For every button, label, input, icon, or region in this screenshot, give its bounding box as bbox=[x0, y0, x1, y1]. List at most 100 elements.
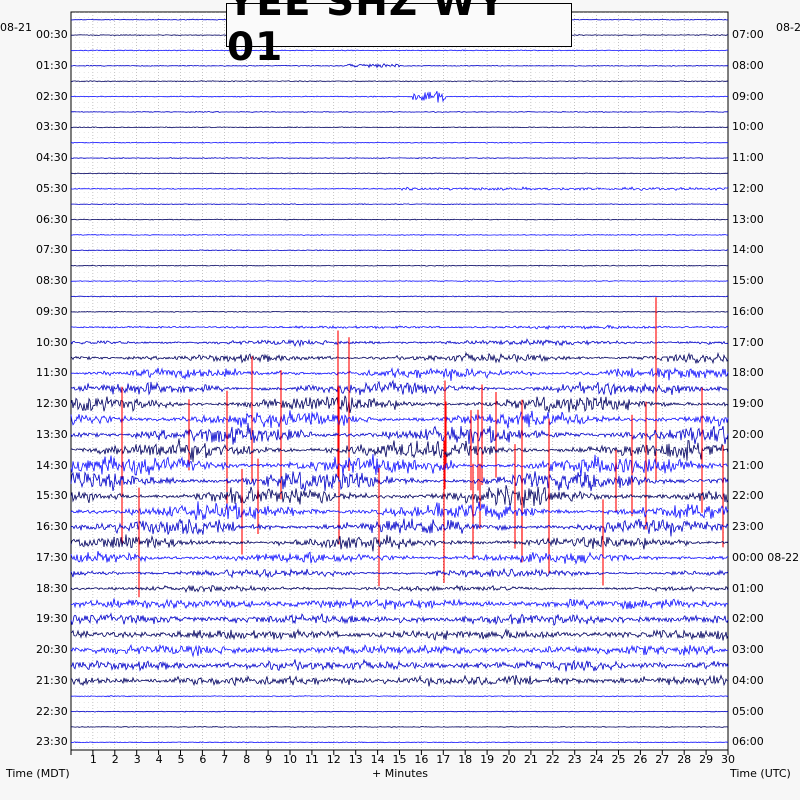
trace-row bbox=[70, 264, 729, 267]
right-time-label: 11:00 bbox=[732, 151, 764, 165]
trace-row bbox=[70, 568, 729, 579]
clipped-trace bbox=[138, 487, 604, 598]
chart-title: YEE SHZ WY 01 bbox=[226, 0, 572, 70]
right-time-label: 02:00 bbox=[732, 612, 764, 626]
trace-row bbox=[71, 203, 729, 206]
trace-row bbox=[70, 484, 729, 509]
x-tick-label: 1 bbox=[89, 753, 97, 766]
right-time-label: 19:00 bbox=[732, 397, 764, 411]
trace-row bbox=[70, 49, 728, 52]
x-tick-label: 29 bbox=[699, 753, 714, 766]
trace-row bbox=[70, 90, 729, 103]
right-date-label: 08-2 bbox=[776, 21, 800, 34]
x-tick-label: 21 bbox=[523, 753, 538, 766]
trace-row bbox=[70, 338, 729, 348]
x-tick-label: 25 bbox=[611, 753, 626, 766]
left-time-label: 12:30 bbox=[36, 397, 68, 411]
seismic-traces bbox=[70, 18, 729, 744]
right-time-label: 08:00 bbox=[732, 58, 764, 72]
trace-row bbox=[70, 172, 729, 175]
left-time-label: 05:30 bbox=[36, 181, 68, 195]
trace-row bbox=[70, 218, 729, 221]
left-time-label: 10:30 bbox=[36, 335, 68, 349]
x-tick-label: 9 bbox=[265, 753, 273, 766]
x-tick-label: 15 bbox=[392, 753, 407, 766]
trace-row bbox=[70, 725, 729, 728]
trace-row bbox=[70, 710, 729, 713]
right-time-label: 01:00 bbox=[732, 581, 764, 595]
trace-row bbox=[70, 471, 729, 492]
x-tick-label: 16 bbox=[414, 753, 429, 766]
right-time-label: 09:00 bbox=[732, 89, 764, 103]
left-time-label: 23:30 bbox=[36, 735, 68, 749]
left-time-label: 02:30 bbox=[36, 89, 68, 103]
x-tick-label: 24 bbox=[589, 753, 604, 766]
right-time-label: 05:00 bbox=[732, 704, 764, 718]
trace-row bbox=[70, 628, 729, 641]
right-time-label: 00:00 08-22 bbox=[732, 550, 800, 564]
trace-row bbox=[70, 367, 729, 381]
x-tick-label: 27 bbox=[655, 753, 670, 766]
left-time-label: 13:30 bbox=[36, 427, 68, 441]
trace-row bbox=[70, 295, 729, 298]
x-tick-label: 12 bbox=[326, 753, 341, 766]
trace-row bbox=[70, 674, 729, 687]
x-tick-label: 13 bbox=[348, 753, 363, 766]
x-tick-label: 20 bbox=[502, 753, 516, 766]
x-tick-label: 2 bbox=[111, 753, 119, 766]
trace-row bbox=[70, 324, 729, 331]
trace-row bbox=[71, 141, 729, 144]
x-axis-label: + Minutes bbox=[372, 767, 429, 780]
trace-row bbox=[71, 598, 729, 611]
trace-row bbox=[70, 249, 728, 252]
clipped-trace bbox=[121, 386, 647, 545]
trace-row bbox=[70, 551, 729, 565]
left-time-label: 03:30 bbox=[36, 120, 68, 134]
left-time-label: 00:30 bbox=[36, 28, 68, 42]
left-time-label: 17:30 bbox=[36, 550, 68, 564]
y-label-right: Time (UTC) bbox=[730, 767, 791, 780]
trace-row bbox=[70, 584, 729, 593]
x-tick-label: 22 bbox=[545, 753, 560, 766]
left-time-label: 11:30 bbox=[36, 366, 68, 380]
left-time-label: 04:30 bbox=[36, 151, 68, 165]
right-time-label: 06:00 bbox=[732, 735, 764, 749]
trace-row bbox=[70, 438, 729, 463]
x-tick-label: 8 bbox=[243, 753, 251, 766]
trace-row bbox=[70, 454, 729, 477]
trace-row bbox=[70, 395, 729, 414]
grid-lines bbox=[70, 11, 729, 751]
trace-row bbox=[70, 518, 729, 537]
trace-row bbox=[70, 741, 729, 744]
left-time-label: 08:30 bbox=[36, 274, 68, 288]
x-tick-label: 7 bbox=[221, 753, 229, 766]
left-time-label: 06:30 bbox=[36, 212, 68, 226]
trace-row bbox=[70, 310, 728, 313]
x-tick-label: 3 bbox=[133, 753, 141, 766]
clipped-trace bbox=[337, 330, 350, 478]
trace-row bbox=[70, 186, 729, 191]
trace-row bbox=[70, 410, 729, 429]
x-tick-label: 11 bbox=[304, 753, 319, 766]
y-label-left: Time (MDT) bbox=[6, 767, 70, 780]
x-tick-label: 4 bbox=[155, 753, 163, 766]
clipped-trace bbox=[226, 387, 703, 513]
right-time-label: 18:00 bbox=[732, 366, 764, 380]
trace-row bbox=[70, 80, 729, 83]
clipped-trace bbox=[257, 418, 724, 574]
right-time-label: 10:00 bbox=[732, 120, 764, 134]
right-time-label: 12:00 bbox=[732, 181, 764, 195]
trace-row bbox=[70, 658, 729, 672]
trace-row bbox=[70, 501, 729, 521]
right-time-label: 14:00 bbox=[732, 243, 764, 257]
left-time-label: 14:30 bbox=[36, 458, 68, 472]
trace-row bbox=[70, 351, 729, 365]
x-tick-label: 18 bbox=[458, 753, 473, 766]
trace-row bbox=[70, 157, 729, 160]
x-tick-label: 10 bbox=[283, 753, 297, 766]
trace-row bbox=[70, 63, 729, 69]
left-time-label: 22:30 bbox=[36, 704, 68, 718]
trace-row bbox=[70, 379, 729, 396]
x-tick-label: 17 bbox=[436, 753, 451, 766]
